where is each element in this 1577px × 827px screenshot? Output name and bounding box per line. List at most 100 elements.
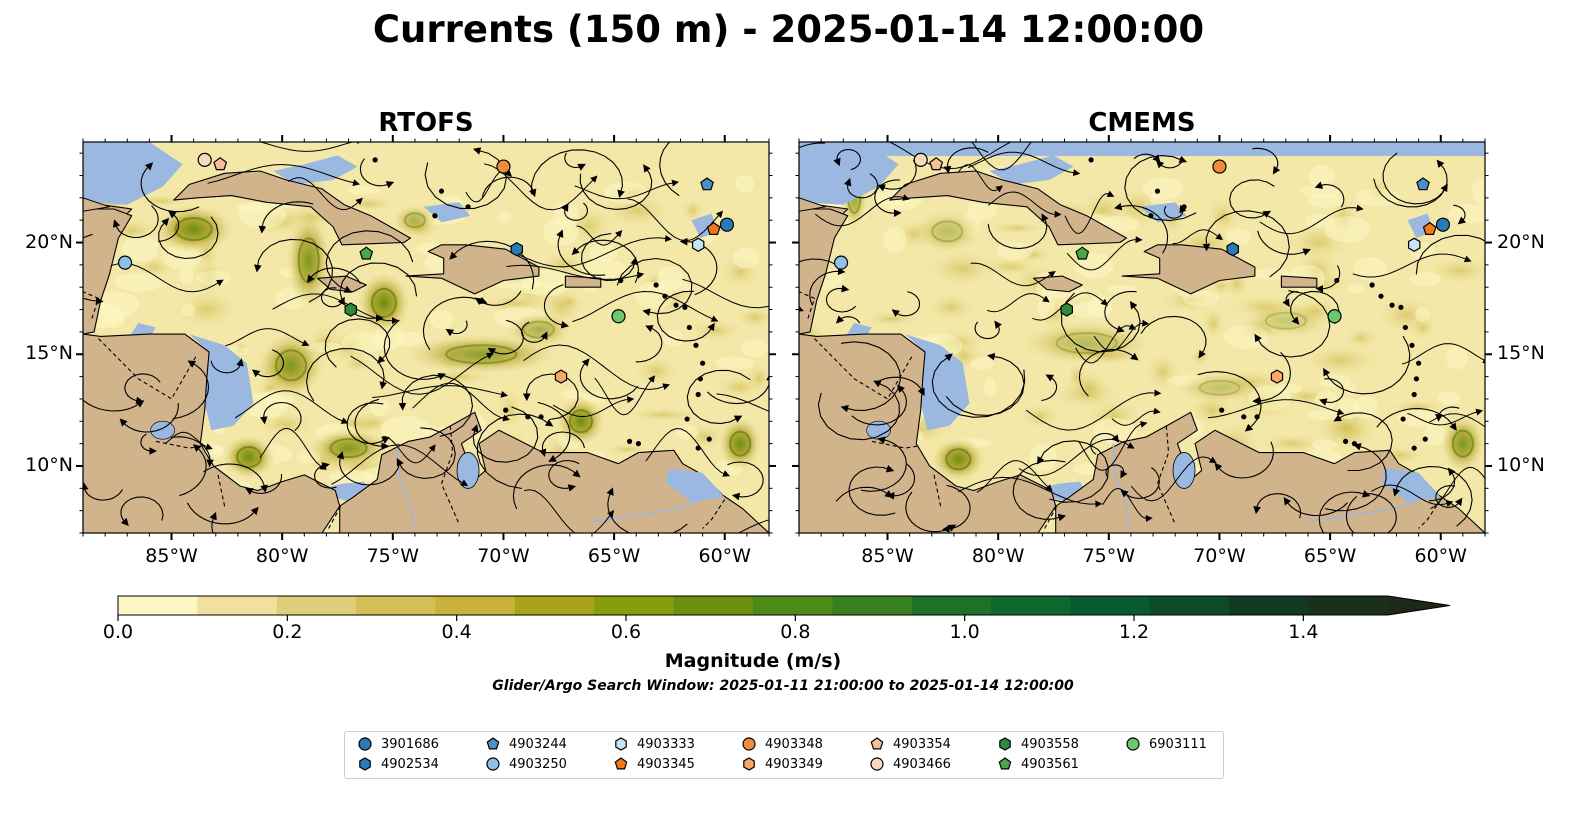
float-4903349-marker [554, 369, 568, 384]
lon-tick-label: 60°W [698, 545, 751, 567]
lat-tick-label: 10°N [25, 453, 73, 476]
legend-item-4903348: 4903348 [741, 736, 823, 752]
legend-label: 4903345 [637, 756, 695, 772]
legend-marker-icon [998, 757, 1012, 770]
float-4903354-marker [929, 157, 944, 171]
float-4902534-marker [1226, 242, 1240, 257]
float-4902534-marker [510, 242, 524, 257]
map-rtofs [83, 142, 769, 533]
colorbar-tick-label: 0.8 [780, 621, 811, 643]
float-4903349-marker [1270, 369, 1284, 384]
legend-label: 4903349 [765, 756, 823, 772]
lon-tick-label: 65°W [587, 545, 641, 567]
float-4903561-marker [1075, 246, 1090, 260]
colorbar-tick-label: 0.4 [441, 621, 472, 643]
colorbar-tick-label: 1.0 [949, 621, 980, 643]
legend-item-4903558: 4903558 [997, 736, 1079, 752]
legend-item-4902534: 4902534 [357, 756, 439, 772]
panel-title-cmems: CMEMS [1088, 108, 1196, 138]
legend-item-4903345: 4903345 [613, 756, 695, 772]
float-4903345-marker [706, 221, 721, 235]
legend-item-4903561: 4903561 [997, 756, 1079, 772]
legend-label: 4903561 [1021, 756, 1079, 772]
panel-title-rtofs: RTOFS [378, 108, 474, 138]
lat-tick-label: 20°N [25, 230, 73, 253]
lat-tick-label: 10°N [1497, 453, 1545, 476]
float-4903345-marker [1422, 221, 1437, 235]
legend-item-4903466: 4903466 [869, 756, 951, 772]
float-4903250-marker [833, 255, 849, 270]
map-frame-cmems [798, 141, 1486, 534]
legend-marker-icon [870, 757, 884, 771]
colorbar-tick-label: 1.2 [1118, 621, 1150, 643]
legend-item-4903250: 4903250 [485, 756, 567, 772]
legend-label: 4903244 [509, 736, 567, 752]
lon-tick-label: 75°W [366, 545, 420, 567]
legend-marker-icon [486, 757, 500, 771]
legend-label: 3901686 [381, 736, 439, 752]
legend-label: 4903250 [509, 756, 567, 772]
legend-label: 4903466 [893, 756, 951, 772]
float-4903244-marker [1416, 177, 1430, 191]
colorbar-tick-label: 1.4 [1288, 621, 1319, 643]
legend-marker-icon [999, 737, 1011, 751]
lon-tick-label: 80°W [255, 545, 309, 567]
legend-label: 4903333 [637, 736, 695, 752]
map-frame-rtofs [82, 141, 770, 534]
map-cmems [799, 142, 1485, 533]
float-4903561-marker [359, 246, 374, 260]
search-window-note: Glider/Argo Search Window: 2025-01-11 21… [492, 678, 1074, 694]
lat-tick-label: 20°N [1497, 230, 1545, 253]
float-4903244-marker [700, 177, 714, 191]
legend-marker-icon [615, 737, 627, 751]
float-4903250-marker [117, 255, 133, 270]
colorbar-tick-label: 0.0 [102, 621, 134, 643]
float-legend: 3901686 4902534 4903244 4903250 4903333 49033… [344, 731, 1224, 779]
float-4903466-marker [197, 152, 212, 167]
legend-item-6903111: 6903111 [1125, 736, 1207, 752]
legend-item-4903333: 4903333 [613, 736, 695, 752]
float-4903558-marker [344, 302, 357, 317]
lat-tick-label: 15°N [25, 342, 73, 365]
legend-label: 4903558 [1021, 736, 1079, 752]
legend-marker-icon [614, 757, 628, 770]
lon-tick-label: 80°W [971, 545, 1025, 567]
colorbar-tick-label: 0.6 [610, 621, 642, 643]
legend-marker-icon [870, 737, 884, 750]
legend-label: 6903111 [1149, 736, 1207, 752]
float-4903333-marker [1407, 237, 1421, 252]
legend-marker-icon [358, 737, 372, 751]
legend-item-3901686: 3901686 [357, 736, 439, 752]
lon-tick-label: 65°W [1303, 545, 1357, 567]
legend-label: 4903348 [765, 736, 823, 752]
float-4903348-marker [496, 159, 511, 174]
axis-ticks [76, 135, 1492, 540]
float-4903466-marker [913, 152, 928, 167]
legend-marker-icon [743, 757, 755, 771]
figure-title: Currents (150 m) - 2025-01-14 12:00:00 [372, 8, 1205, 51]
lon-tick-label: 85°W [145, 545, 198, 567]
legend-marker-icon [486, 737, 500, 750]
legend-item-4903354: 4903354 [869, 736, 951, 752]
float-4903348-marker [1212, 159, 1227, 174]
legend-label: 4902534 [381, 756, 439, 772]
float-3901686-marker [1435, 217, 1451, 232]
legend-marker-icon [742, 737, 756, 751]
float-4903333-marker [691, 237, 705, 252]
legend-marker-icon [359, 757, 371, 771]
legend-item-4903349: 4903349 [741, 756, 823, 772]
colorbar [117, 595, 1451, 621]
legend-label: 4903354 [893, 736, 951, 752]
legend-marker-icon [1126, 737, 1140, 751]
lon-tick-label: 60°W [1414, 545, 1467, 567]
float-4903354-marker [213, 157, 228, 171]
colorbar-tick-label: 0.2 [272, 621, 303, 643]
lat-tick-label: 15°N [1497, 342, 1545, 365]
lon-tick-label: 70°W [1193, 545, 1246, 567]
colorbar-label: Magnitude (m/s) [664, 650, 842, 672]
float-4903558-marker [1060, 302, 1074, 317]
float-6903111-marker [1327, 309, 1342, 324]
lon-tick-label: 75°W [1082, 545, 1136, 567]
lon-tick-label: 85°W [861, 545, 914, 567]
